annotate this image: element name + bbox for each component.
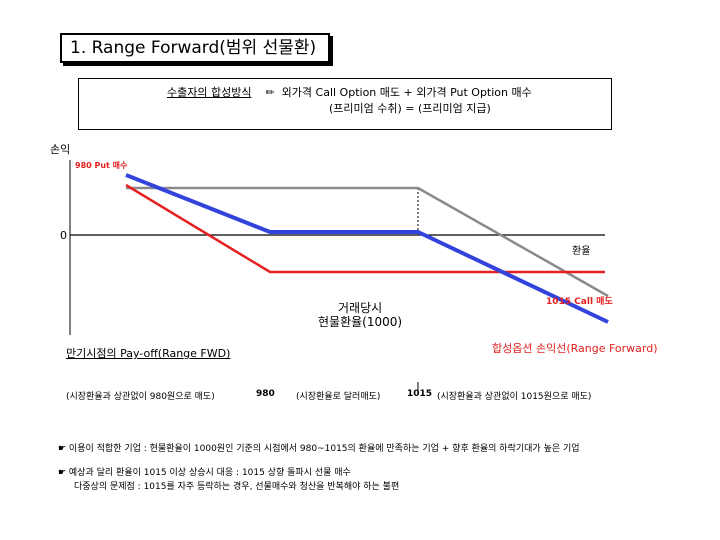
spot-label-1: 거래당시: [338, 301, 383, 315]
range-left-text: (시장환율과 상관없이 980원으로 매도): [66, 392, 215, 402]
method-line-2: (프리미엄 수취) = (프리미엄 지급): [329, 102, 491, 115]
method-label: 수출자의 합성방식: [167, 86, 252, 99]
pencil-icon: ✏: [254, 86, 279, 99]
zero-label: 0: [60, 229, 67, 242]
synthetic-label: 합성옵션 손익선(Range Forward): [492, 342, 658, 355]
strike-low-label: 980: [256, 389, 275, 399]
strike-high-label: 1015: [407, 389, 433, 399]
put-buy-line: [125, 183, 605, 274]
put-label: 980 Put 매수: [75, 161, 128, 170]
synthetic-line: [125, 173, 609, 324]
payoff-title: 만기시점의 Pay-off(Range FWD): [66, 347, 231, 360]
method-line-1: 수출자의 합성방식 ✏ 외가격 Call Option 매도 + 외가격 Put…: [167, 84, 532, 100]
call-label: 1015 Call 매도: [546, 297, 613, 307]
y-axis-label: 손익: [50, 143, 71, 156]
method-box: 수출자의 합성방식 ✏ 외가격 Call Option 매도 + 외가격 Put…: [78, 78, 612, 130]
call-sell-line: [126, 186, 609, 298]
note-response: ☛ 예상과 달리 환율이 1015 이상 상승시 대응 : 1015 상향 돌파…: [58, 468, 351, 478]
range-mid-text: (시장환율로 달러매도): [296, 392, 381, 402]
method-formula: 외가격 Call Option 매도 + 외가격 Put Option 매수: [281, 86, 532, 99]
range-right-text: (시장환율과 상관없이 1015원으로 매도): [437, 392, 592, 402]
x-axis-label: 환율: [572, 246, 591, 257]
page-title: 1. Range Forward(범위 선물환): [60, 33, 330, 63]
note-suitable-firm: ☛ 이용이 적합한 기업 : 현물환율이 1000원인 기준의 시점에서 980…: [58, 444, 580, 454]
spot-label-2: 현물환율(1000): [318, 315, 403, 329]
note-problem: 다중상의 문제점 : 1015를 자주 등락하는 경우, 선물매수와 청산을 반…: [74, 482, 400, 492]
